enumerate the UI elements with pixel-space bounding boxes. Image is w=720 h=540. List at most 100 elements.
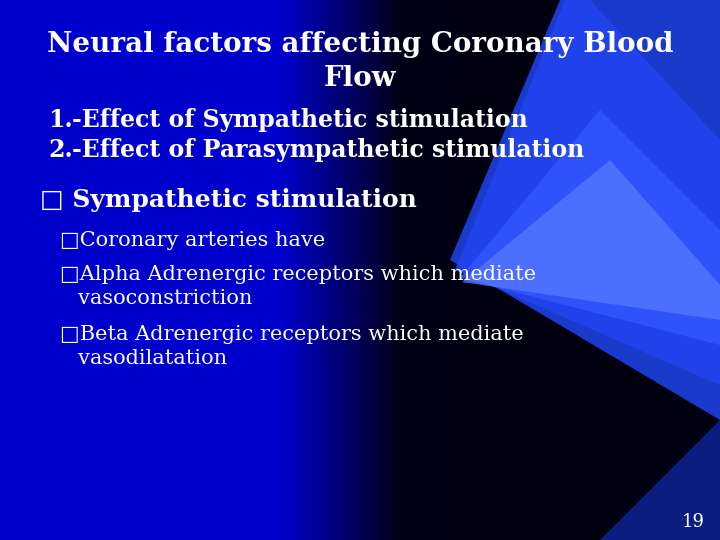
Bar	[330, 0, 331, 540]
Bar	[424, 0, 426, 540]
Bar	[426, 0, 427, 540]
Bar	[431, 0, 433, 540]
Bar	[391, 0, 392, 540]
Bar	[359, 0, 361, 540]
Bar	[358, 0, 359, 540]
Bar	[416, 0, 418, 540]
Bar	[298, 0, 300, 540]
Bar	[356, 0, 358, 540]
Bar	[434, 0, 436, 540]
Bar	[300, 0, 301, 540]
Bar	[406, 0, 408, 540]
Bar	[398, 0, 400, 540]
Polygon shape	[600, 420, 720, 540]
Bar	[369, 0, 370, 540]
Bar	[459, 0, 460, 540]
Bar	[323, 0, 325, 540]
Bar	[320, 0, 322, 540]
Text: □ Sympathetic stimulation: □ Sympathetic stimulation	[40, 188, 417, 212]
Bar	[295, 0, 297, 540]
Text: □Beta Adrenergic receptors which mediate: □Beta Adrenergic receptors which mediate	[60, 326, 523, 345]
Bar	[410, 0, 412, 540]
Polygon shape	[450, 0, 720, 420]
Bar	[362, 0, 364, 540]
Bar	[334, 0, 336, 540]
Bar	[441, 0, 442, 540]
Text: -Effect of Parasympathetic stimulation: -Effect of Parasympathetic stimulation	[72, 138, 584, 162]
Bar	[445, 0, 446, 540]
Bar	[326, 0, 328, 540]
Bar	[286, 0, 287, 540]
Bar	[304, 0, 305, 540]
Text: 19: 19	[682, 513, 705, 531]
Bar	[340, 0, 341, 540]
Bar	[376, 0, 377, 540]
Bar	[438, 0, 439, 540]
Bar	[439, 0, 441, 540]
Bar	[283, 0, 284, 540]
Text: 2.: 2.	[48, 138, 73, 162]
Bar	[292, 0, 294, 540]
Bar	[341, 0, 343, 540]
Bar	[394, 0, 395, 540]
Bar	[349, 0, 351, 540]
Bar	[284, 0, 286, 540]
Polygon shape	[462, 160, 720, 320]
Bar	[374, 0, 376, 540]
Bar	[282, 0, 283, 540]
Polygon shape	[460, 110, 720, 345]
Bar	[456, 0, 457, 540]
Bar	[415, 0, 417, 540]
Bar	[352, 0, 354, 540]
Bar	[413, 0, 415, 540]
Bar	[318, 0, 319, 540]
Text: □Alpha Adrenergic receptors which mediate: □Alpha Adrenergic receptors which mediat…	[60, 266, 536, 285]
Text: vasoconstriction: vasoconstriction	[78, 288, 253, 307]
Polygon shape	[400, 0, 720, 540]
Bar	[313, 0, 315, 540]
Bar	[316, 0, 318, 540]
Text: -Effect of Sympathetic stimulation: -Effect of Sympathetic stimulation	[72, 108, 528, 132]
Bar	[310, 0, 312, 540]
Bar	[377, 0, 379, 540]
Bar	[297, 0, 298, 540]
Bar	[409, 0, 410, 540]
Bar	[387, 0, 388, 540]
Bar	[312, 0, 313, 540]
Bar	[289, 0, 291, 540]
Bar	[367, 0, 369, 540]
Bar	[457, 0, 459, 540]
Text: Neural factors affecting Coronary Blood: Neural factors affecting Coronary Blood	[47, 31, 673, 58]
Bar	[402, 0, 403, 540]
Bar	[449, 0, 451, 540]
Bar	[322, 0, 323, 540]
Bar	[423, 0, 424, 540]
Bar	[331, 0, 333, 540]
Bar	[448, 0, 449, 540]
Bar	[373, 0, 374, 540]
Bar	[412, 0, 413, 540]
Bar	[294, 0, 295, 540]
Bar	[372, 0, 373, 540]
Bar	[444, 0, 445, 540]
Bar	[427, 0, 428, 540]
Text: vasodilatation: vasodilatation	[78, 348, 227, 368]
Bar	[290, 0, 292, 540]
Bar	[333, 0, 334, 540]
Bar	[319, 0, 320, 540]
Polygon shape	[455, 0, 720, 385]
Bar	[420, 0, 421, 540]
Bar	[421, 0, 423, 540]
Bar	[408, 0, 409, 540]
Bar	[355, 0, 356, 540]
Bar	[382, 0, 384, 540]
Bar	[418, 0, 420, 540]
Bar	[361, 0, 363, 540]
Bar	[452, 0, 454, 540]
Bar	[307, 0, 309, 540]
Bar	[442, 0, 444, 540]
Bar	[287, 0, 289, 540]
Bar	[454, 0, 456, 540]
Bar	[364, 0, 366, 540]
Bar	[343, 0, 345, 540]
